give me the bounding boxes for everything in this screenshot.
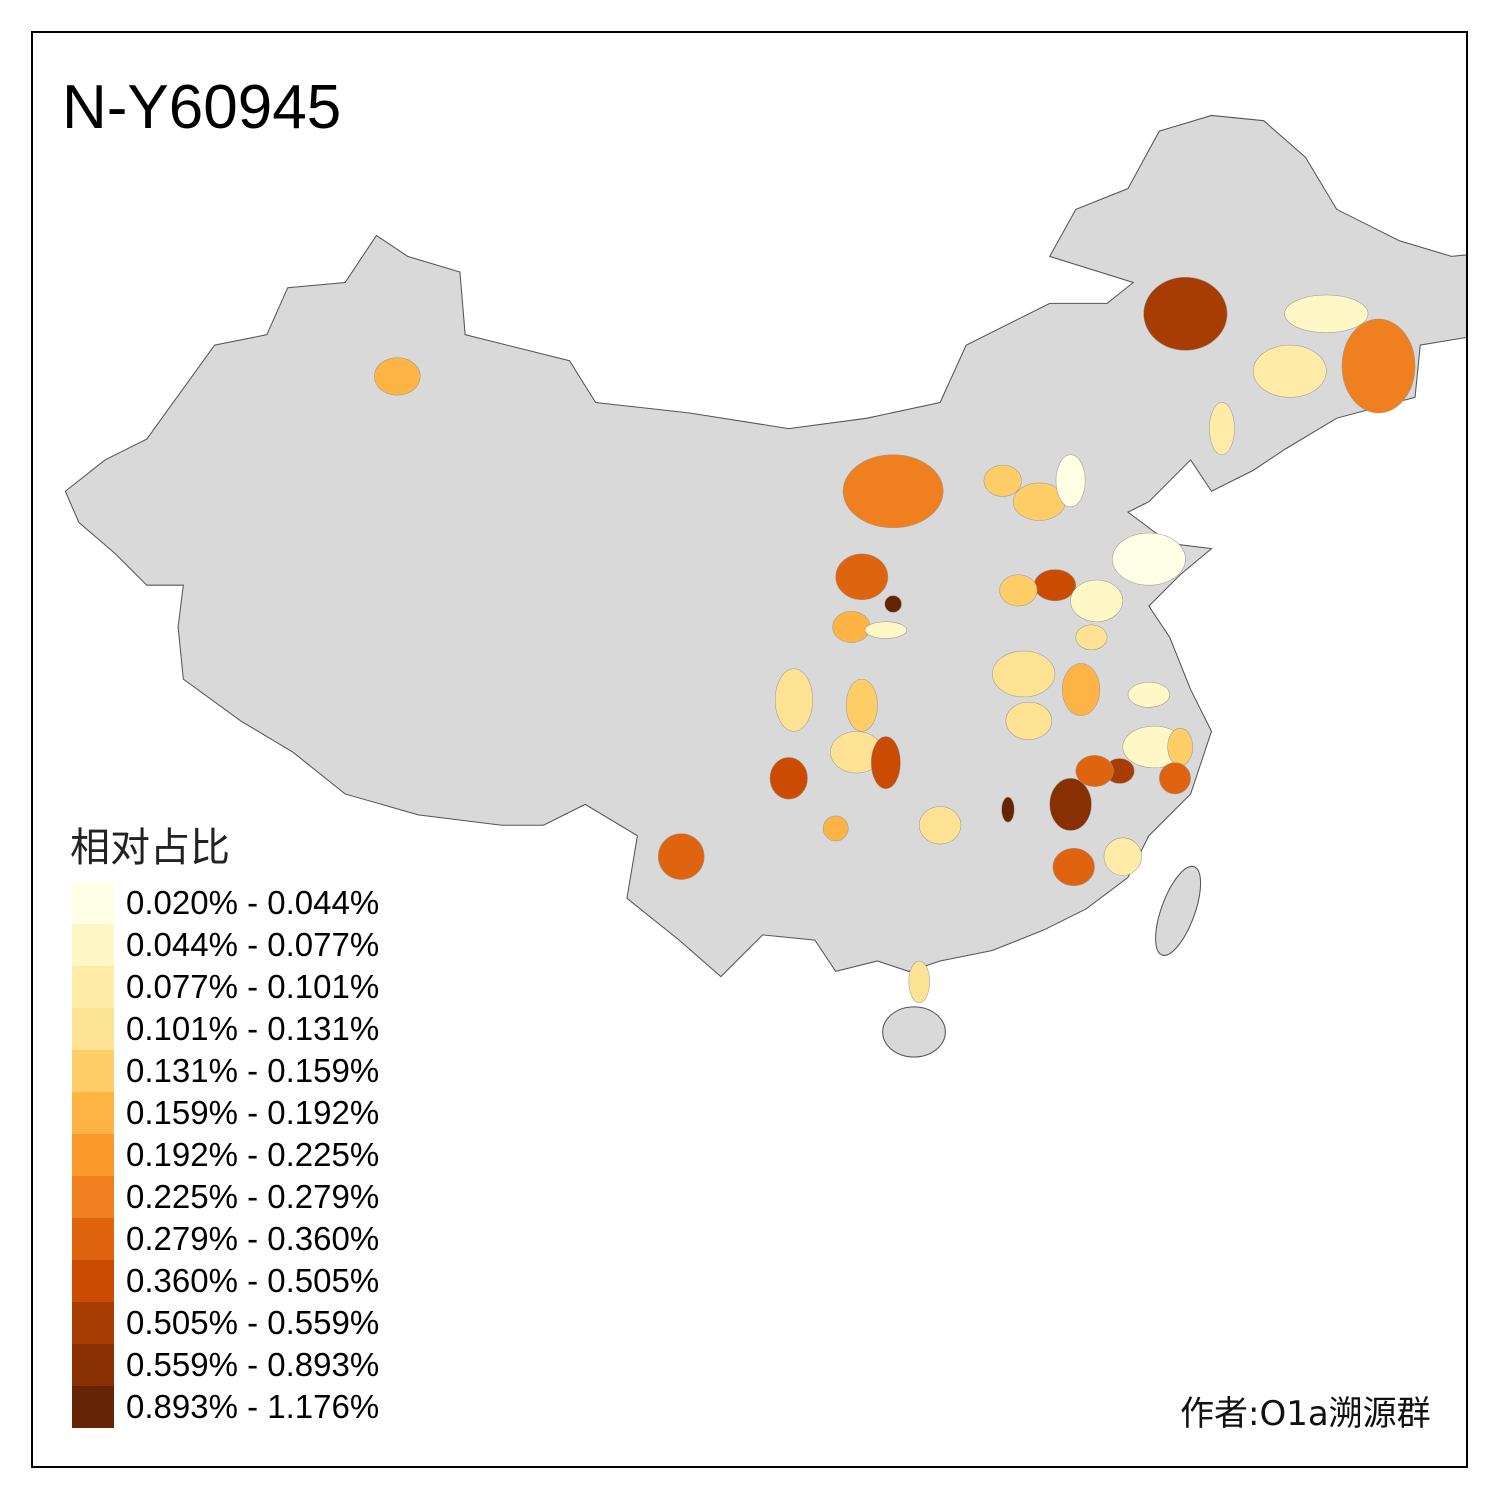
region-shape	[1252, 344, 1327, 398]
region-shape	[1075, 624, 1108, 651]
legend-swatch	[72, 1386, 114, 1428]
region-shape	[918, 806, 962, 845]
region-shape	[1001, 796, 1015, 823]
legend-label: 0.893% - 1.176%	[126, 1388, 380, 1425]
region-shape	[1143, 276, 1228, 351]
region-shape	[884, 595, 902, 613]
legend-label: 0.131% - 0.159%	[126, 1052, 380, 1089]
region-shape	[1049, 778, 1092, 831]
region-shape	[769, 757, 808, 800]
region-shape	[1075, 755, 1114, 787]
hainan	[882, 1006, 946, 1058]
legend-swatch	[72, 1302, 114, 1344]
china-outline	[64, 114, 1466, 978]
region-shape	[774, 668, 814, 732]
legend-item: 0.893% - 1.176%	[72, 1386, 472, 1428]
legend-label: 0.505% - 0.559%	[126, 1304, 380, 1341]
legend-item: 0.044% - 0.077%	[72, 924, 472, 966]
legend-swatch	[72, 1218, 114, 1260]
region-shape	[908, 960, 930, 1003]
legend-swatch	[72, 1092, 114, 1134]
region-shape	[992, 650, 1056, 698]
map-frame	[31, 31, 1468, 1468]
region-shape	[832, 611, 871, 643]
region-shape	[1061, 663, 1101, 716]
legend-item: 0.192% - 0.225%	[72, 1134, 472, 1176]
legend-swatch	[72, 1176, 114, 1218]
legend-swatch	[72, 924, 114, 966]
legend-label: 0.077% - 0.101%	[126, 968, 380, 1005]
legend-item: 0.559% - 0.893%	[72, 1344, 472, 1386]
region-shape	[842, 454, 944, 529]
legend-swatch	[72, 1344, 114, 1386]
region-shape	[822, 815, 849, 842]
region-shape	[1055, 454, 1086, 508]
legend-label: 0.192% - 0.225%	[126, 1136, 380, 1173]
region-shape	[999, 574, 1038, 607]
taiwan	[1155, 865, 1202, 956]
legend-swatch	[72, 966, 114, 1008]
region-shape	[1052, 847, 1095, 887]
legend-item: 0.360% - 0.505%	[72, 1260, 472, 1302]
legend-item: 0.077% - 0.101%	[72, 966, 472, 1008]
legend-item: 0.279% - 0.360%	[72, 1218, 472, 1260]
region-shape	[1284, 294, 1369, 333]
region-shape	[1033, 569, 1077, 602]
region-shape	[1070, 579, 1124, 622]
legend-label: 0.159% - 0.192%	[126, 1094, 380, 1131]
legend-item: 0.505% - 0.559%	[72, 1302, 472, 1344]
region-shape	[983, 464, 1022, 497]
legend-label: 0.101% - 0.131%	[126, 1010, 380, 1047]
legend-swatch	[72, 1260, 114, 1302]
region-shape	[1159, 762, 1191, 795]
legend-swatch	[72, 882, 114, 924]
region-shape	[374, 357, 421, 396]
china-map	[64, 114, 1466, 1058]
region-shape	[864, 621, 907, 639]
region-shape	[1103, 837, 1142, 876]
region-shape	[1209, 402, 1235, 455]
region-shape	[1127, 682, 1171, 708]
region-shape	[1005, 701, 1053, 740]
legend-label: 0.559% - 0.893%	[126, 1346, 380, 1383]
legend-item: 0.101% - 0.131%	[72, 1008, 472, 1050]
region-shape	[835, 553, 889, 601]
legend-label: 0.279% - 0.360%	[126, 1220, 380, 1257]
legend-item: 0.159% - 0.192%	[72, 1092, 472, 1134]
region-shape	[1112, 532, 1186, 586]
region-shape	[658, 833, 705, 880]
legend-swatch	[72, 1008, 114, 1050]
legend-label: 0.044% - 0.077%	[126, 926, 380, 963]
author-credit: 作者:O1a溯源群	[1180, 1394, 1431, 1434]
region-shape	[1167, 727, 1193, 767]
legend-swatch	[72, 1134, 114, 1176]
legend-item: 0.225% - 0.279%	[72, 1176, 472, 1218]
region-shape	[1341, 318, 1416, 414]
region-shape	[845, 678, 878, 732]
legend-label: 0.360% - 0.505%	[126, 1262, 380, 1299]
legend-label: 0.020% - 0.044%	[126, 884, 380, 921]
legend-item: 0.020% - 0.044%	[72, 882, 472, 924]
region-shape	[870, 736, 901, 790]
legend-title: 相对占比	[70, 825, 230, 871]
legend-item: 0.131% - 0.159%	[72, 1050, 472, 1092]
map-title: N-Y60945	[62, 73, 342, 142]
legend-swatch	[72, 1050, 114, 1092]
legend-label: 0.225% - 0.279%	[126, 1178, 380, 1215]
